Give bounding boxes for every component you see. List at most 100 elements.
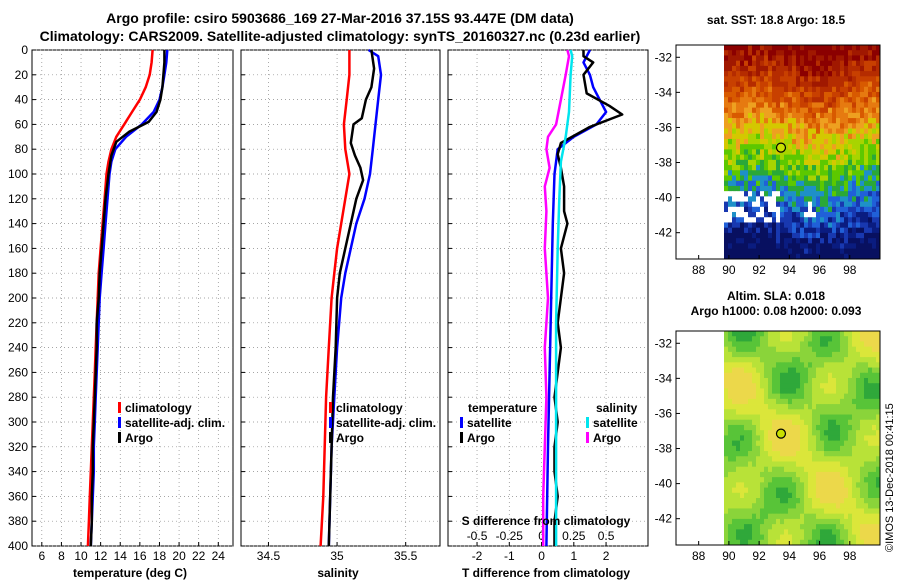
map-cell xyxy=(760,388,765,395)
map-cell xyxy=(760,206,765,213)
map-cell xyxy=(868,81,873,88)
map-cell xyxy=(824,253,829,260)
map-cell xyxy=(836,498,841,504)
map-cell xyxy=(864,165,869,171)
map-cell xyxy=(784,383,789,389)
map-cell xyxy=(812,154,817,161)
map-cell xyxy=(812,107,817,114)
map-cell xyxy=(732,91,737,98)
map-cell xyxy=(820,445,825,452)
map-cell xyxy=(856,393,861,400)
map-cell xyxy=(740,50,745,56)
map-cell xyxy=(744,409,749,415)
map-cell xyxy=(724,513,729,520)
map-cell xyxy=(836,238,841,244)
map-cell xyxy=(828,180,833,187)
map-cell xyxy=(780,383,785,389)
map-cell xyxy=(728,404,733,410)
map-cell xyxy=(844,524,849,530)
map-cell xyxy=(740,138,745,145)
map-cell xyxy=(868,159,873,166)
map-cell xyxy=(860,341,865,348)
map-cell xyxy=(848,232,853,239)
map-cell xyxy=(756,253,761,260)
map-cell xyxy=(876,133,881,140)
map-cell xyxy=(840,492,845,499)
map-cell xyxy=(780,451,785,457)
map-cell xyxy=(832,206,837,213)
map-cell xyxy=(772,154,777,161)
map-cell xyxy=(812,76,817,82)
map-cell xyxy=(776,445,781,452)
map-cell xyxy=(736,45,741,51)
map-cell xyxy=(764,133,769,140)
map-cell xyxy=(760,185,765,192)
map-cell xyxy=(848,76,853,82)
map-cell xyxy=(876,107,881,114)
map-cell xyxy=(808,404,813,410)
map-cell xyxy=(820,430,825,436)
map-cell xyxy=(772,409,777,415)
map-cell xyxy=(876,440,881,447)
map-cell xyxy=(724,86,729,93)
map-cell xyxy=(860,227,865,234)
map-cell xyxy=(860,471,865,478)
map-cell xyxy=(776,524,781,530)
map-cell xyxy=(804,518,809,525)
map-cell xyxy=(776,45,781,51)
map-cell xyxy=(804,196,809,202)
map-cell xyxy=(792,440,797,447)
map-cell xyxy=(864,97,869,103)
map-cell xyxy=(836,367,841,374)
map-cell xyxy=(836,404,841,410)
map-cell xyxy=(868,513,873,520)
map-cell xyxy=(860,133,865,140)
x-tick2-label: 0.5 xyxy=(598,529,615,543)
map-cell xyxy=(756,331,761,337)
map-cell xyxy=(800,362,805,368)
map-cell xyxy=(828,471,833,478)
map-cell xyxy=(820,456,825,462)
map-cell xyxy=(864,336,869,342)
map-cell xyxy=(808,409,813,415)
map-cell xyxy=(816,529,821,535)
map-cell xyxy=(836,206,841,213)
map-cell xyxy=(844,118,849,124)
map-cell xyxy=(752,253,757,260)
map-cell xyxy=(756,424,761,431)
map-cell xyxy=(864,71,869,77)
map-cell xyxy=(804,81,809,88)
map-cell xyxy=(876,482,881,488)
map-cell xyxy=(836,383,841,389)
map-cell xyxy=(840,503,845,509)
map-cell xyxy=(872,477,877,483)
map-cell xyxy=(760,341,765,348)
map-cell xyxy=(812,414,817,421)
map-cell xyxy=(852,393,857,400)
map-cell xyxy=(796,409,801,415)
map-cell xyxy=(832,430,837,436)
map-cell xyxy=(780,524,785,530)
map-cell xyxy=(788,227,793,234)
map-cell xyxy=(768,372,773,379)
map-cell xyxy=(776,206,781,213)
map-cell xyxy=(844,492,849,499)
map-cell xyxy=(800,97,805,103)
map-cell xyxy=(776,518,781,525)
map-cell xyxy=(784,487,789,494)
map-cell xyxy=(852,498,857,504)
map-cell xyxy=(824,107,829,114)
map-cell xyxy=(800,144,805,150)
map-cell xyxy=(824,414,829,421)
map-cell xyxy=(816,107,821,114)
map-cell xyxy=(804,102,809,109)
map-cell xyxy=(784,372,789,379)
series-line-s-satellite xyxy=(554,49,574,546)
map-cell xyxy=(768,414,773,421)
map-cell xyxy=(820,398,825,405)
map-cell xyxy=(756,461,761,468)
map-cell xyxy=(772,253,777,260)
map-cell xyxy=(724,97,729,103)
map-cell xyxy=(804,201,809,208)
map-cell xyxy=(788,404,793,410)
